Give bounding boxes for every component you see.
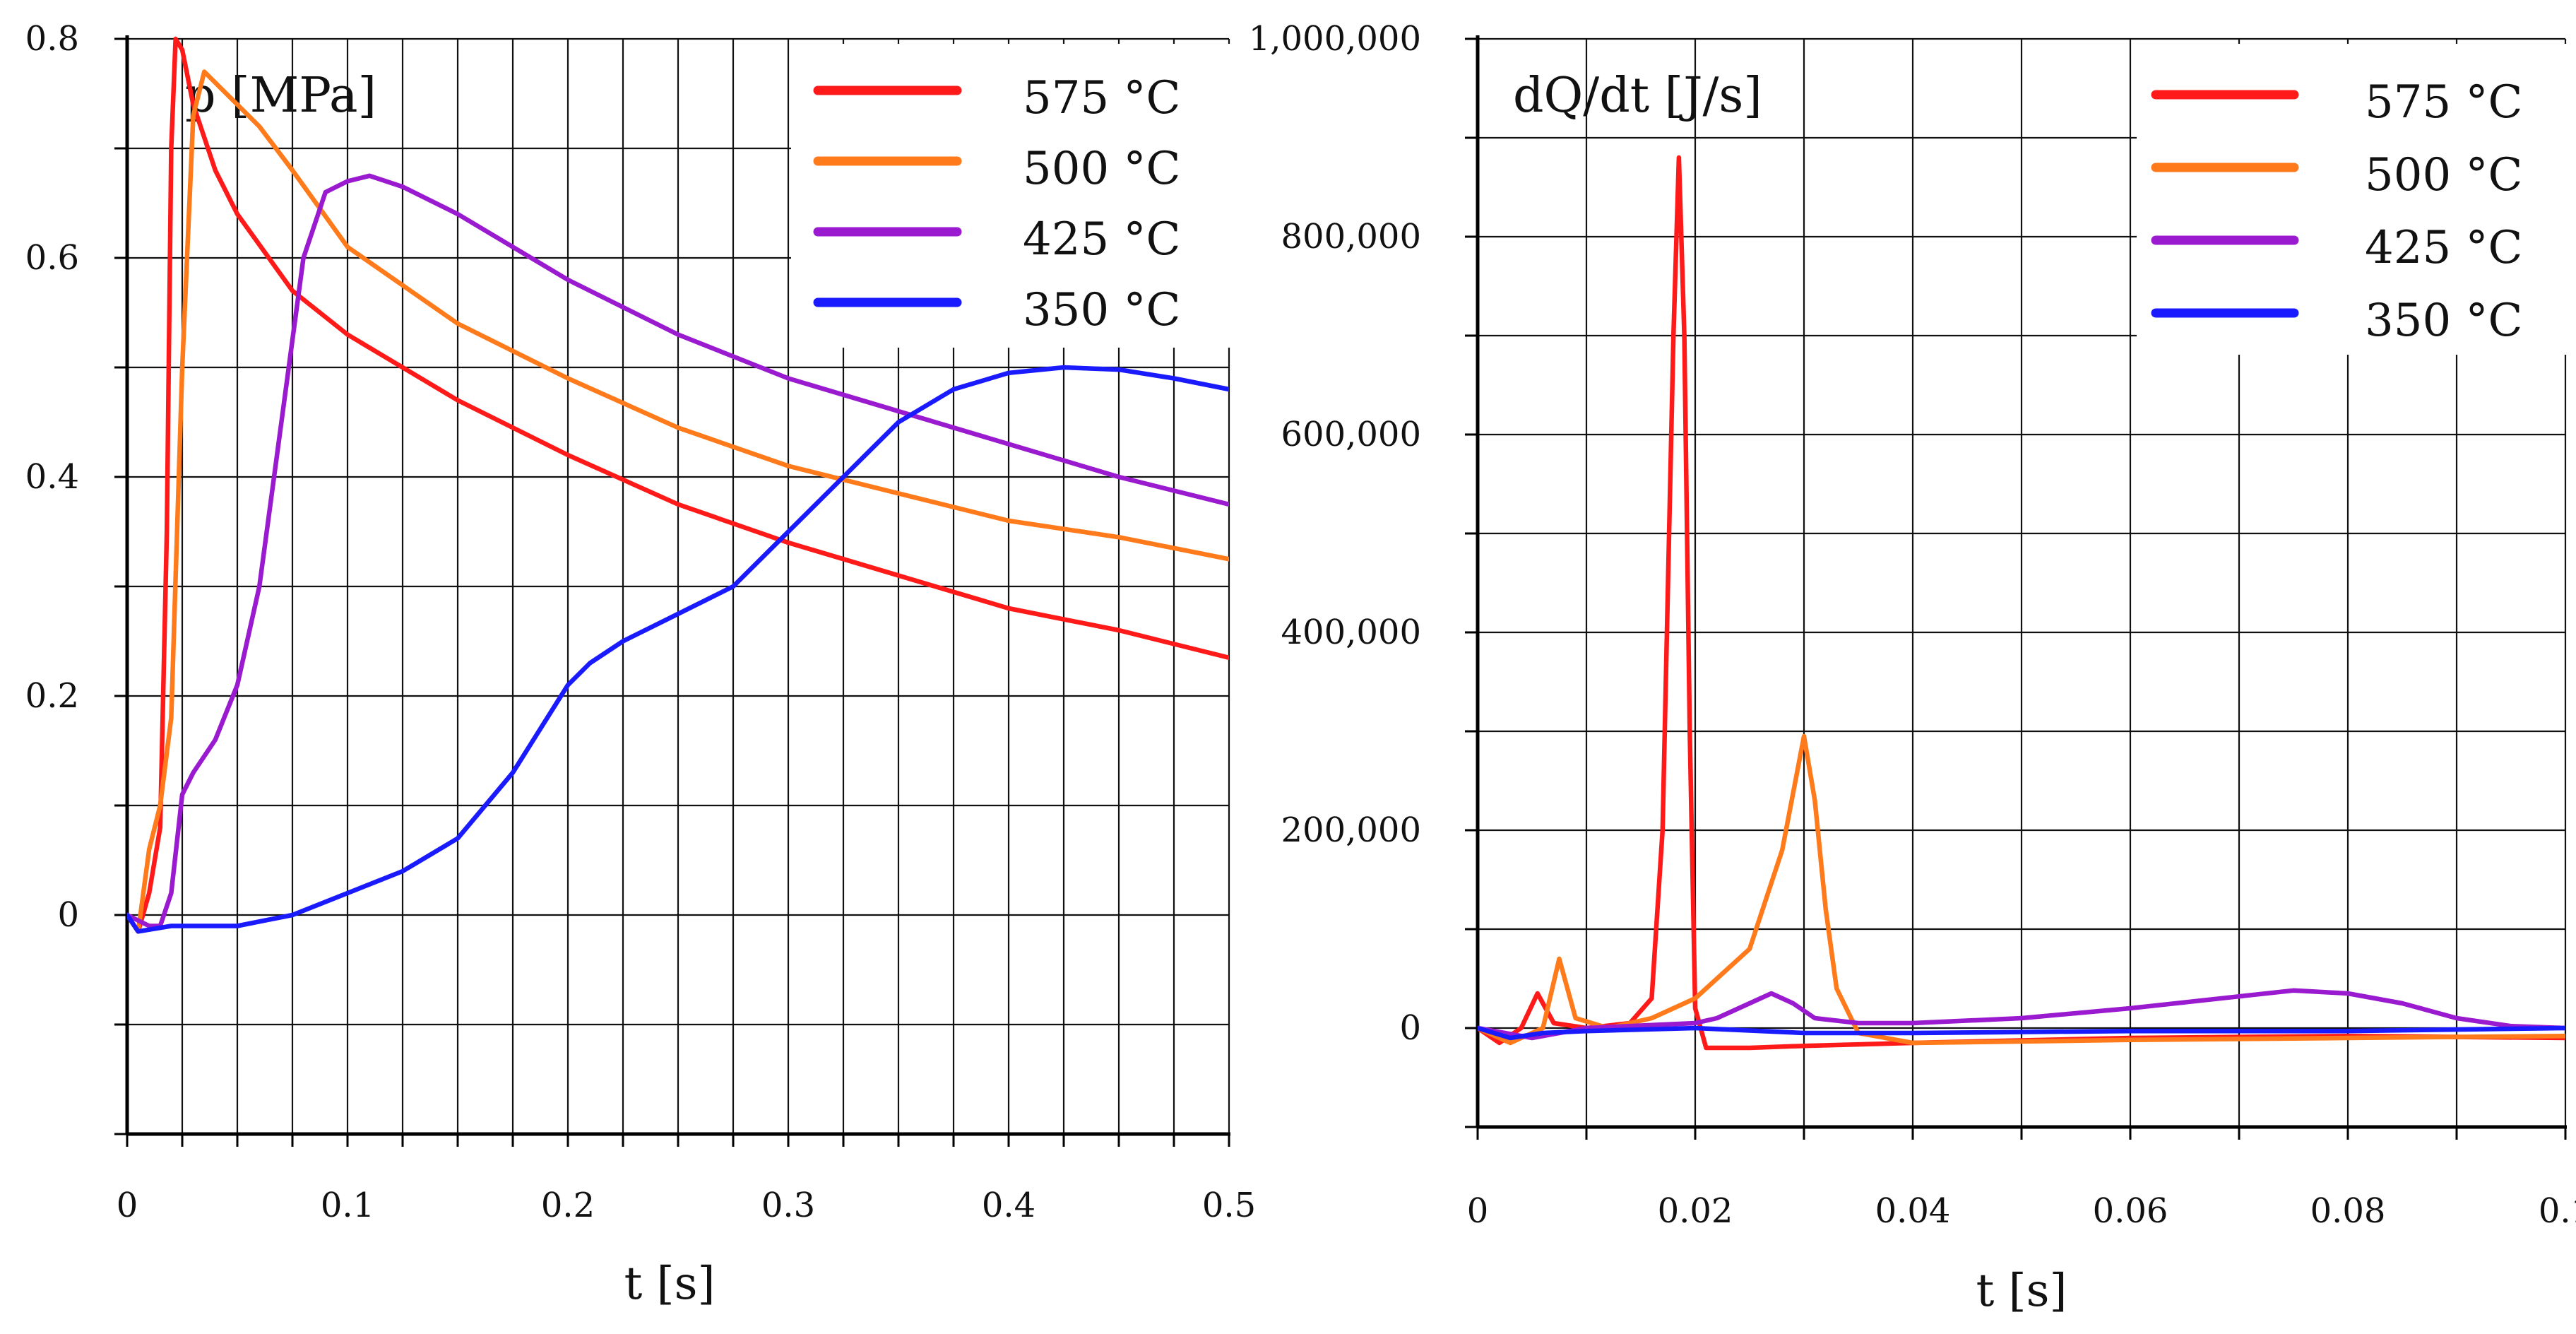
series-line-500-c	[127, 69, 1229, 934]
plot-title: p [MPa]	[185, 68, 376, 124]
heat-release-rate-chart: 0 0.02 0.04 0.06 0.08 0.1 0 200,000 400,000 600,0…	[1249, 19, 2576, 1317]
x-tick-label: 0.02	[1658, 1191, 1733, 1231]
x-tick-label: 0	[117, 1186, 138, 1225]
legend: 575 °C 500 °C 425 °C 350 °C	[2137, 44, 2575, 355]
x-tick-label: 0.3	[761, 1186, 815, 1225]
x-tick-label: 0.2	[541, 1186, 595, 1225]
x-tick-label: 0.06	[2093, 1191, 2168, 1231]
y-tick-label: 0.2	[25, 676, 79, 716]
y-tick-label: 0.6	[25, 238, 79, 278]
legend-label-575-c: 575 °C	[1023, 72, 1180, 124]
legend-label-425-c: 425 °C	[2365, 222, 2522, 274]
y-tick-label: 0	[1399, 1008, 1421, 1048]
y-tick-label: 0.4	[25, 457, 79, 497]
y-tick-label: 600,000	[1281, 415, 1422, 454]
plot-title: dQ/dt [J/s]	[1513, 68, 1762, 124]
y-tick-label: 400,000	[1281, 613, 1422, 652]
series-group	[127, 36, 1229, 934]
y-tick-label: 800,000	[1281, 217, 1422, 256]
y-tick-label: 0.8	[25, 19, 79, 59]
y-tick-label: 1,000,000	[1249, 19, 1421, 59]
series-line-500-c	[1478, 733, 2565, 1046]
series-line-425-c	[1478, 988, 2565, 1041]
x-tick-label: 0	[1467, 1191, 1489, 1231]
series-group	[1478, 155, 2565, 1051]
x-axis-title: t [s]	[624, 1258, 716, 1310]
x-tick-label: 0.4	[982, 1186, 1035, 1225]
series-line-575-c	[127, 36, 1229, 934]
x-axis-title: t [s]	[1976, 1265, 2067, 1317]
y-tick-label: 200,000	[1281, 810, 1422, 850]
x-tick-label: 0.08	[2310, 1191, 2386, 1231]
legend-label-575-c: 575 °C	[2365, 76, 2522, 129]
series-line-350-c	[127, 365, 1229, 934]
legend: 575 °C 500 °C 425 °C 350 °C	[791, 44, 1243, 348]
x-tick-label: 0.1	[321, 1186, 374, 1225]
legend-label-350-c: 350 °C	[2365, 295, 2522, 347]
legend-label-425-c: 425 °C	[1023, 213, 1180, 266]
series-line-425-c	[127, 173, 1229, 928]
y-tick-label: 0	[57, 895, 79, 935]
legend-label-500-c: 500 °C	[1023, 143, 1180, 195]
pressure-chart: 0 0.1 0.2 0.3 0.4 0.5 0 0.2 0.4 0.6 0.8 t [s] p [MPa…	[25, 19, 1257, 1310]
x-tick-label: 0.1	[2539, 1191, 2576, 1231]
legend-label-500-c: 500 °C	[2365, 149, 2522, 201]
series-line-350-c	[1478, 1025, 2565, 1041]
x-tick-label: 0.5	[1202, 1186, 1256, 1225]
legend-label-350-c: 350 °C	[1023, 284, 1180, 336]
x-tick-label: 0.04	[1875, 1191, 1951, 1231]
